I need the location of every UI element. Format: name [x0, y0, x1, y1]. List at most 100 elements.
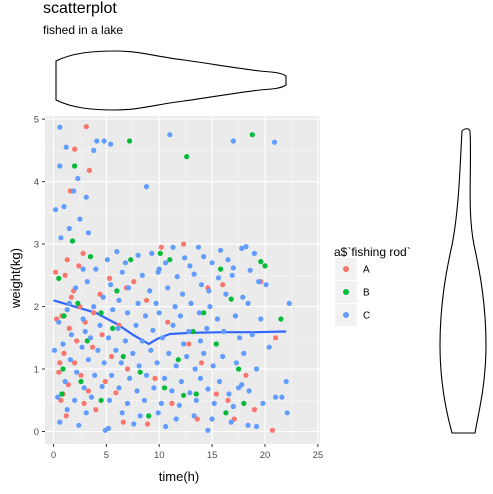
data-point-a: [169, 400, 175, 406]
data-point-c: [256, 279, 262, 285]
data-point-c: [141, 397, 147, 403]
data-point-c: [72, 397, 78, 403]
legend-key-a: [343, 266, 349, 272]
data-point-c: [56, 319, 62, 325]
legend-label: B: [363, 288, 370, 299]
data-point-a: [72, 146, 78, 152]
data-point-c: [223, 291, 229, 297]
data-point-c: [225, 257, 231, 263]
data-point-c: [143, 372, 150, 378]
data-point-a: [269, 427, 275, 433]
data-point-c: [210, 363, 216, 369]
data-point-c: [51, 347, 58, 353]
y-tick-label: 0: [34, 427, 39, 438]
data-point-c: [99, 383, 105, 390]
data-point-c: [135, 252, 141, 258]
data-point-c: [119, 269, 125, 275]
legend-label: A: [363, 265, 370, 276]
legend-key-b: [343, 289, 349, 295]
data-point-b: [137, 369, 143, 375]
data-point-b: [236, 366, 242, 372]
data-point-a: [91, 310, 97, 316]
y-tick-label: 3: [34, 240, 39, 251]
data-point-b: [175, 357, 181, 363]
data-point-c: [150, 327, 156, 333]
data-point-b: [213, 341, 219, 347]
data-point-b: [262, 263, 268, 269]
data-point-c: [156, 310, 162, 316]
x-tick-label: 15: [207, 450, 218, 461]
x-tick-label: 10: [154, 450, 165, 461]
data-point-a: [181, 241, 187, 247]
data-point-c: [139, 338, 145, 344]
data-point-c: [177, 313, 183, 319]
data-point-c: [169, 388, 175, 394]
data-point-c: [159, 335, 165, 341]
data-point-a: [225, 397, 231, 403]
data-point-c: [130, 350, 136, 356]
data-point-c: [251, 250, 257, 256]
data-point-c: [188, 300, 194, 306]
data-point-c: [191, 271, 197, 277]
data-point-b: [201, 310, 207, 316]
data-point-c: [246, 388, 252, 394]
data-point-b: [190, 328, 196, 335]
data-point-c: [148, 347, 154, 353]
data-point-b: [193, 391, 199, 397]
data-point-c: [108, 141, 114, 147]
data-point-b: [157, 250, 163, 256]
data-point-c: [249, 332, 255, 338]
data-point-c: [116, 385, 122, 391]
data-point-c: [232, 313, 238, 319]
data-point-c: [110, 307, 116, 313]
data-point-c: [201, 254, 207, 260]
data-point-c: [230, 138, 236, 144]
data-point-c: [126, 285, 132, 291]
data-point-c: [127, 375, 133, 381]
data-point-c: [165, 285, 171, 291]
data-point-c: [57, 419, 63, 425]
data-point-a: [145, 421, 151, 427]
data-point-c: [205, 386, 211, 392]
data-point-c: [64, 407, 70, 413]
data-point-a: [106, 275, 113, 281]
data-point-c: [279, 394, 285, 400]
data-point-c: [137, 413, 143, 419]
data-point-c: [215, 275, 222, 281]
data-point-b: [60, 366, 66, 372]
data-point-c: [211, 400, 217, 406]
data-point-c: [228, 419, 234, 425]
data-point-a: [158, 244, 164, 250]
data-point-c: [83, 410, 89, 416]
data-point-b: [241, 400, 247, 406]
data-point-c: [166, 350, 172, 356]
data-point-c: [66, 225, 72, 232]
data-point-c: [191, 413, 197, 419]
data-point-b: [127, 138, 133, 144]
data-point-c: [74, 369, 80, 375]
data-point-a: [83, 124, 89, 130]
data-point-c: [192, 366, 198, 372]
data-point-c: [176, 402, 182, 408]
data-point-c: [115, 325, 121, 331]
data-point-c: [209, 260, 215, 266]
data-point-c: [206, 288, 212, 294]
y-tick-label: 1: [34, 365, 39, 376]
data-point-c: [283, 378, 289, 385]
data-point-c: [75, 175, 81, 182]
data-point-c: [61, 204, 67, 210]
data-point-c: [179, 291, 186, 297]
data-point-a: [143, 297, 150, 303]
data-point-b: [78, 378, 84, 385]
data-point-c: [196, 310, 202, 316]
data-point-c: [187, 390, 193, 396]
data-point-c: [124, 400, 131, 406]
data-point-c: [197, 375, 204, 381]
data-point-c: [101, 138, 107, 144]
data-point-b: [184, 154, 190, 160]
data-point-c: [94, 138, 100, 144]
data-point-c: [101, 360, 107, 366]
legend: a$`fishing rod` A B C: [334, 245, 411, 326]
data-point-c: [82, 328, 88, 335]
data-point-c: [91, 147, 97, 153]
